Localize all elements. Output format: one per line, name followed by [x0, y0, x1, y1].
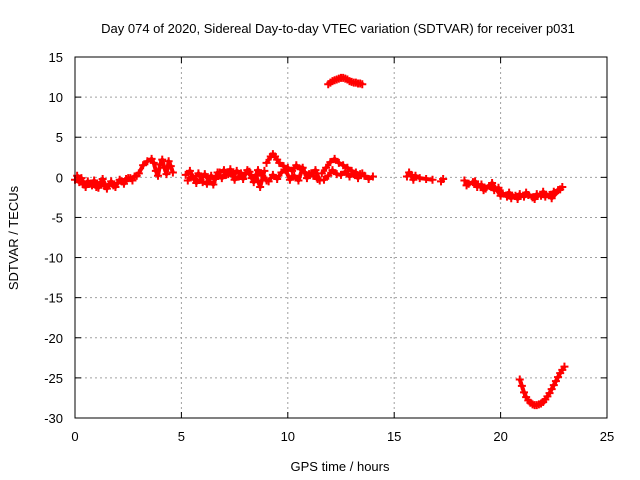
- y-tick-label: -20: [44, 331, 63, 346]
- x-tick-label: 5: [178, 429, 185, 444]
- x-tick-label: 15: [387, 429, 401, 444]
- chart-title: Day 074 of 2020, Sidereal Day-to-day VTE…: [101, 21, 575, 36]
- series-trace-3.0-4.6h: [134, 154, 177, 180]
- series-trace: [465, 179, 562, 201]
- data-marks: [71, 73, 569, 410]
- y-tick-label: 10: [49, 90, 63, 105]
- series-trace-11.5-14.0h-spread: [319, 166, 367, 184]
- x-tick-label: 20: [493, 429, 507, 444]
- series-trace: [439, 177, 445, 183]
- tick-labels: 0 5 10 15 20 25 15 10 5 0 -5 -10 -15 -20 -25 -30: [44, 50, 614, 444]
- series-trace: [322, 168, 364, 182]
- series-trace: [76, 173, 134, 191]
- series-trace: [186, 167, 267, 189]
- axis-ticks: [74, 56, 608, 419]
- series-trace: [405, 170, 433, 182]
- plot-frame: [74, 56, 608, 419]
- series-trace: [137, 156, 175, 178]
- y-tick-label: -5: [51, 210, 63, 225]
- y-tick-label: -10: [44, 251, 63, 266]
- y-tick-label: -30: [44, 411, 63, 426]
- y-tick-label: -25: [44, 371, 63, 386]
- y-tick-label: 0: [56, 170, 63, 185]
- series-trace-17.2h: [437, 174, 448, 186]
- y-tick-label: -15: [44, 291, 63, 306]
- grid: [75, 57, 607, 418]
- x-tick-label: 10: [281, 429, 295, 444]
- series-trace-5.2-9.0h-spread: [183, 165, 269, 191]
- x-tick-label: 25: [600, 429, 614, 444]
- y-tick-label: 15: [49, 50, 63, 65]
- y-axis-label: SDTVAR / TECUs: [6, 185, 21, 290]
- series-trace-0.0-2.9h-spread: [73, 171, 137, 193]
- series-trace-18.3-23.0h-spread: [462, 177, 565, 203]
- x-axis-label: GPS time / hours: [291, 459, 390, 474]
- series-high-arc-11.9-13.5h: [324, 73, 367, 89]
- series-trace: [320, 156, 374, 181]
- series-trace: [517, 365, 567, 408]
- y-tick-label: 5: [56, 130, 63, 145]
- series-trace-15.5-17.0h: [402, 168, 437, 184]
- series-low-arc-20.9-23.0h: [515, 362, 569, 410]
- series-trace-9.0-11.5h-spread: [264, 163, 324, 186]
- series-trace: [327, 75, 363, 87]
- series-trace: [266, 165, 322, 183]
- x-tick-label: 0: [71, 429, 78, 444]
